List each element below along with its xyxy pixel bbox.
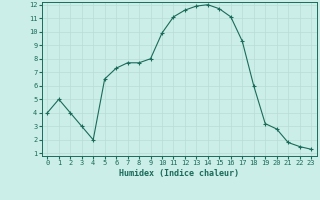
X-axis label: Humidex (Indice chaleur): Humidex (Indice chaleur) (119, 169, 239, 178)
